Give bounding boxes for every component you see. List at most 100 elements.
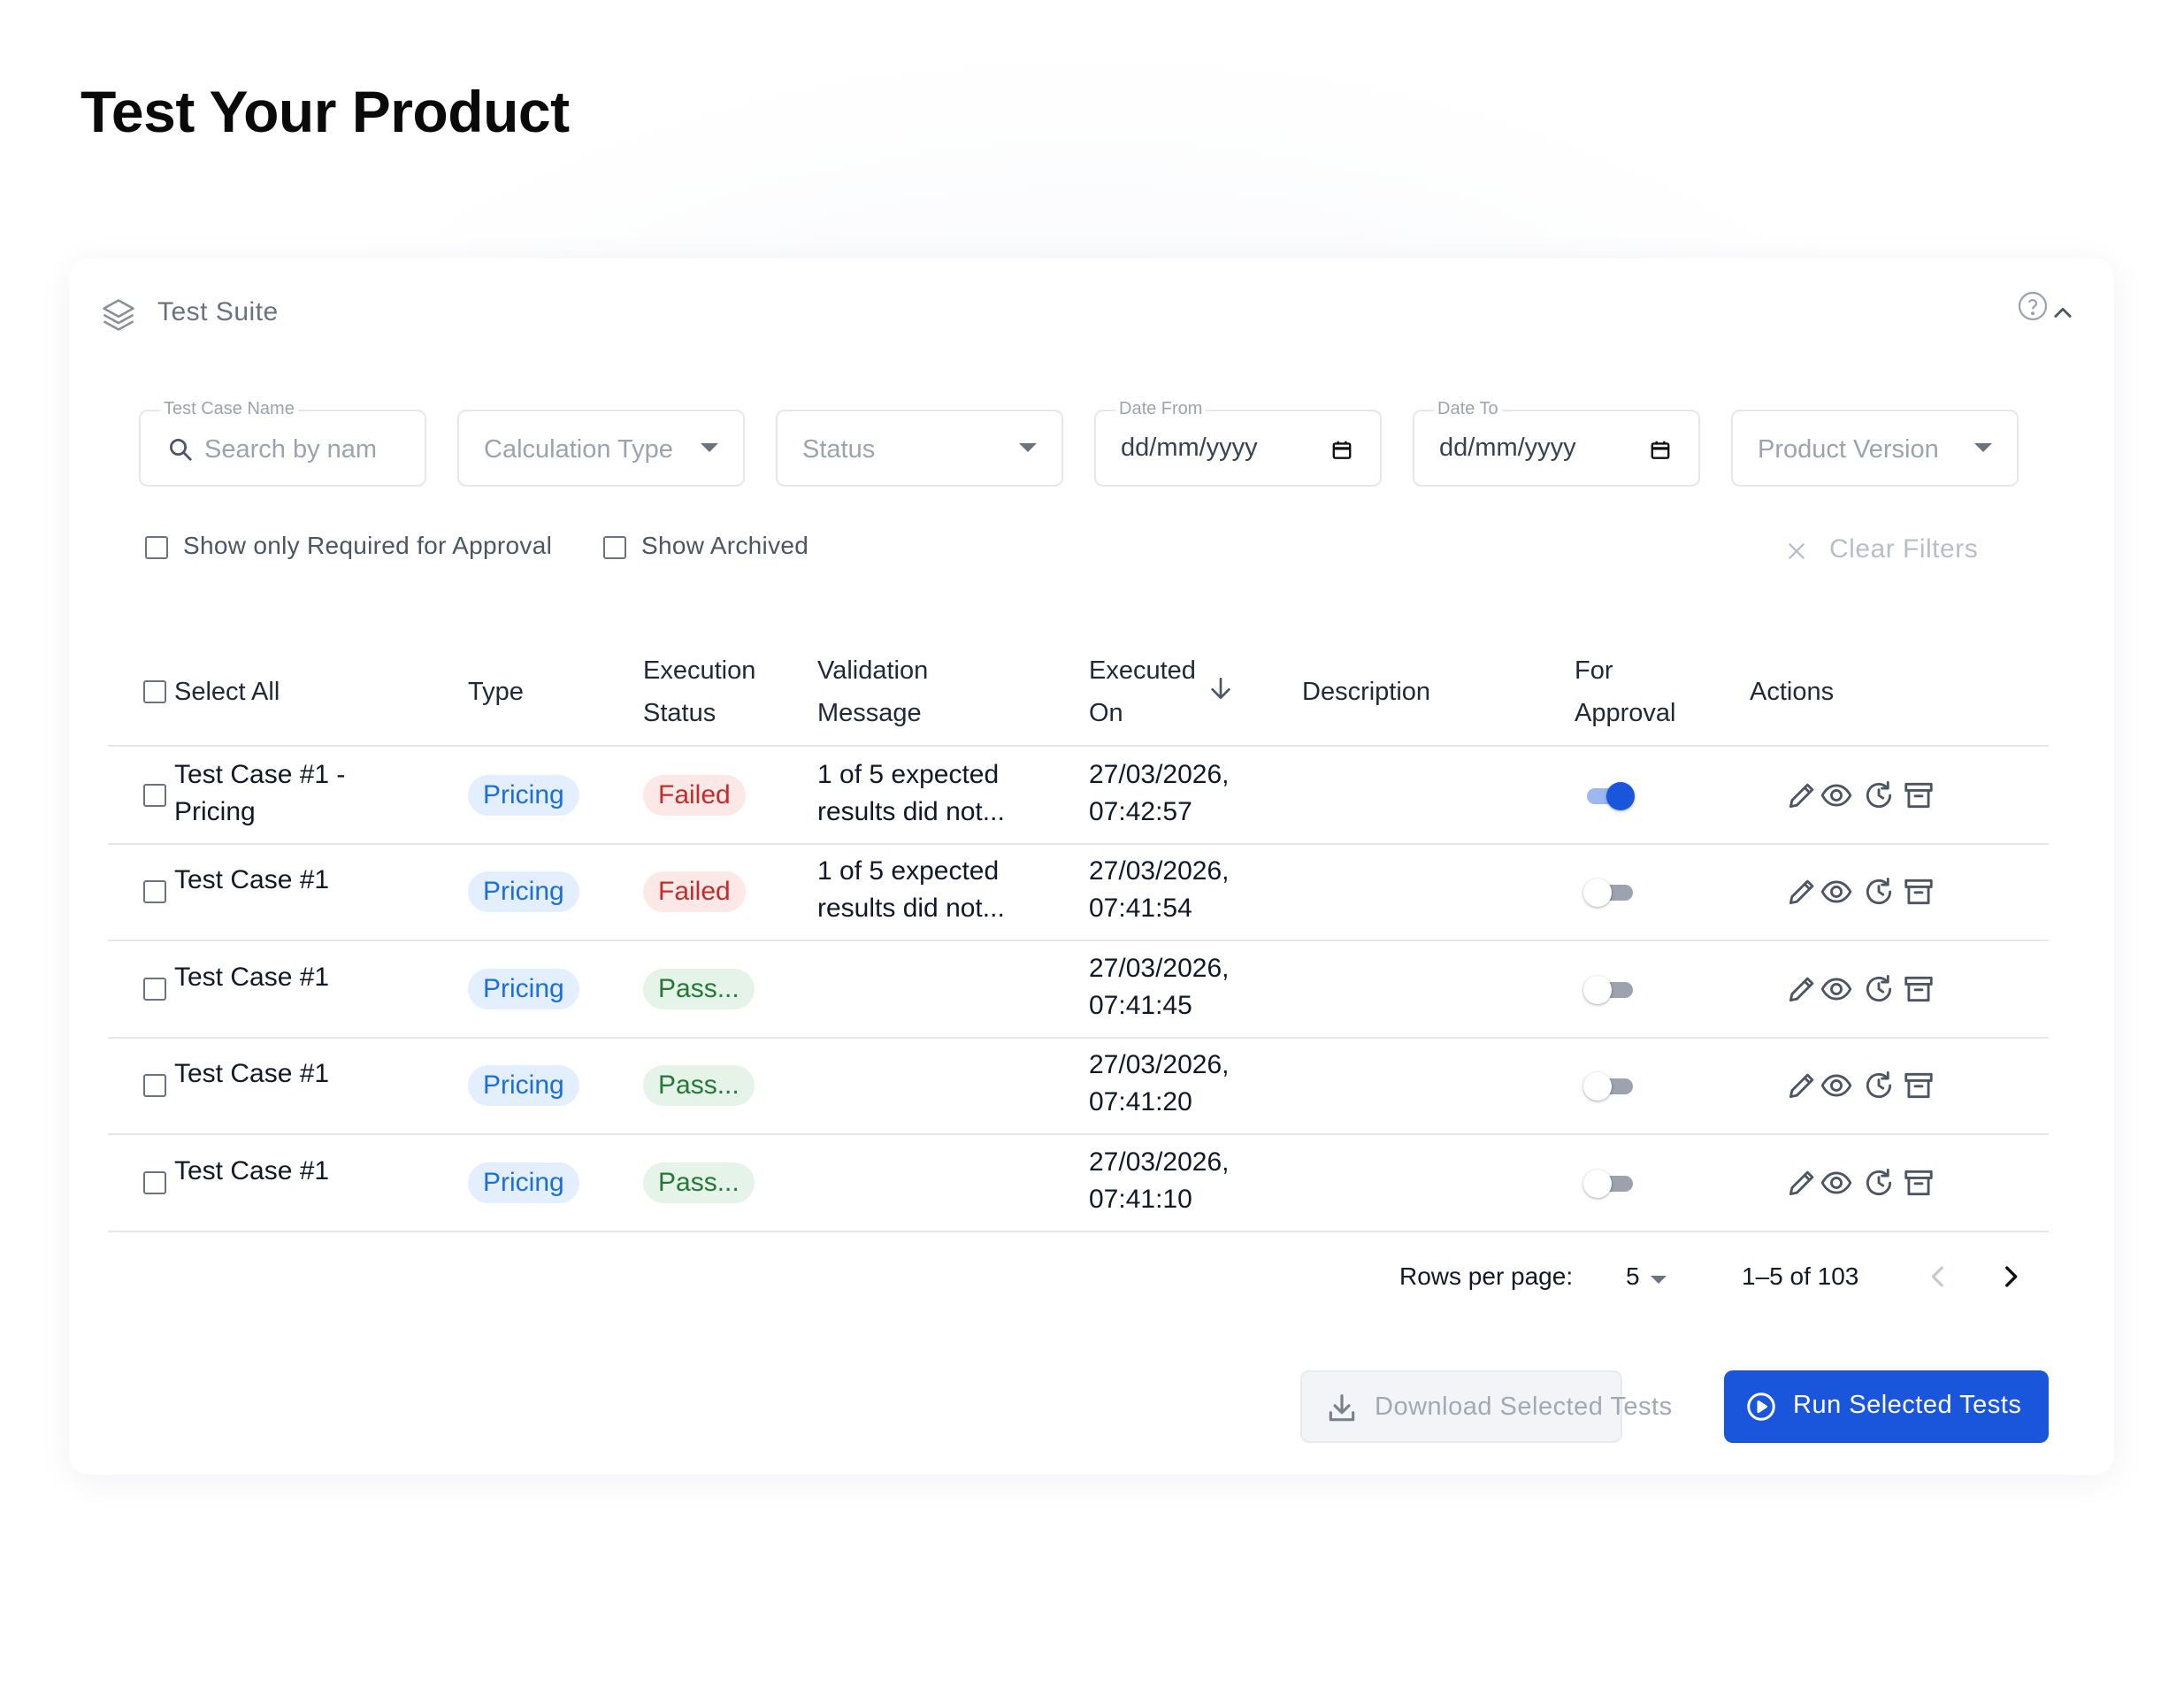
toggle-thumb [1583,1169,1612,1198]
calculation-type-select[interactable]: Calculation Type [457,410,745,487]
eye-icon[interactable] [1820,1069,1853,1102]
row-checkbox[interactable] [143,1074,166,1098]
clear-filters-label: Clear Filters [1829,534,1979,564]
column-header-executed-on[interactable]: Executed On [1089,649,1196,734]
date-to-field[interactable]: Date To dd/mm/yyyy [1413,399,1700,487]
select-all-label[interactable]: Select All [174,678,280,706]
executed-time: 07:41:54 [1089,894,1192,924]
column-header-validation-message[interactable]: Validation Message [817,649,928,734]
header-line: For [1575,656,1613,685]
history-icon[interactable] [1862,875,1896,909]
sort-descending-icon[interactable] [1207,674,1235,702]
required-for-approval-checkbox[interactable] [145,536,168,559]
eye-icon[interactable] [1820,972,1853,1006]
test-case-name-label: Test Case Name [160,399,298,419]
for-approval-toggle[interactable] [1583,876,1635,908]
executed-date: 27/03/2026, [1089,953,1230,983]
date-from-field[interactable]: Date From dd/mm/yyyy [1094,399,1382,487]
row-checkbox[interactable] [143,783,166,807]
column-header-execution-status[interactable]: Execution Status [643,649,755,734]
pencil-icon[interactable] [1785,875,1819,909]
archive-icon[interactable] [1902,1069,1935,1102]
archive-icon[interactable] [1902,972,1935,1006]
test-case-name[interactable]: Test Case #1 [174,865,330,895]
header-line: Approval [1575,699,1676,727]
history-icon[interactable] [1862,1069,1896,1102]
play-circle-icon [1747,1393,1775,1421]
chevron-left-icon[interactable] [1923,1262,1953,1292]
for-approval-toggle[interactable] [1583,1167,1635,1199]
row-divider [108,1230,2049,1232]
archive-icon[interactable] [1902,1166,1935,1200]
status-select[interactable]: Status [776,410,1063,487]
pencil-icon[interactable] [1785,1166,1819,1200]
pencil-icon[interactable] [1785,972,1819,1006]
eye-icon[interactable] [1820,779,1853,812]
test-case-name[interactable]: Test Case #1 [174,1059,330,1089]
test-case-name[interactable]: Test Case #1 [174,962,330,992]
history-icon[interactable] [1862,779,1896,812]
type-badge: Pricing [468,774,579,816]
status-badge: Failed [643,774,746,816]
chevron-up-icon[interactable] [2050,301,2075,326]
column-header-actions: Actions [1750,678,1835,706]
show-archived-label[interactable]: Show Archived [641,532,809,559]
type-badge: Pricing [468,968,579,1009]
row-checkbox[interactable] [143,977,166,1001]
date-from-value[interactable]: dd/mm/yyyy [1121,434,1258,462]
row-checkbox[interactable] [143,1170,166,1194]
column-header-for-approval[interactable]: For Approval [1575,649,1675,734]
history-icon[interactable] [1862,972,1896,1006]
rows-per-page-select[interactable]: 5 [1626,1258,1679,1297]
help-icon[interactable] [2017,290,2049,322]
card-header[interactable]: Test Suite [85,278,2114,340]
for-approval-toggle[interactable] [1583,1070,1635,1101]
message-line: results did not... [817,796,1005,826]
for-approval-toggle[interactable] [1583,973,1635,1005]
executed-on: 27/03/2026, 07:41:54 [1089,853,1229,927]
type-badge: Pricing [468,1065,579,1107]
calendar-icon[interactable] [1330,438,1353,463]
date-to-label: Date To [1434,399,1502,419]
validation-message: 1 of 5 expected results did not... [817,756,1005,831]
search-input[interactable]: Search by nam [204,435,378,464]
archive-icon[interactable] [1902,875,1935,909]
download-selected-tests-button[interactable]: Download Selected Tests [1300,1370,1672,1443]
row-divider [108,842,2049,845]
row-checkbox[interactable] [143,880,166,904]
required-for-approval-label[interactable]: Show only Required for Approval [183,532,553,559]
download-icon [1329,1394,1355,1422]
show-archived-checkbox[interactable] [603,536,626,559]
executed-date: 27/03/2026, [1089,759,1230,789]
status-placeholder: Status [802,435,876,464]
eye-icon[interactable] [1820,875,1853,909]
name-line: Pricing [174,796,256,826]
toggle-thumb [1583,1072,1612,1101]
chevron-right-icon[interactable] [1996,1262,2026,1292]
test-case-name[interactable]: Test Case #1 - Pricing [174,756,345,831]
toggle-thumb [1606,781,1635,810]
pencil-icon[interactable] [1785,779,1819,812]
test-case-name[interactable]: Test Case #1 [174,1155,330,1185]
executed-time: 07:41:45 [1089,990,1192,1020]
history-icon[interactable] [1862,1166,1896,1200]
select-all-checkbox[interactable] [143,680,166,703]
calendar-icon[interactable] [1649,438,1672,463]
product-version-placeholder: Product Version [1758,435,1939,464]
column-header-type[interactable]: Type [468,678,524,706]
header-line: Execution [643,656,756,685]
date-to-value[interactable]: dd/mm/yyyy [1439,434,1576,462]
pencil-icon[interactable] [1785,1069,1819,1102]
for-approval-toggle[interactable] [1583,779,1635,811]
executed-date: 27/03/2026, [1089,1147,1230,1177]
executed-time: 07:41:10 [1089,1184,1192,1214]
column-header-description[interactable]: Description [1302,678,1431,706]
product-version-select[interactable]: Product Version [1731,410,2019,487]
clear-filters-button[interactable]: Clear Filters [1785,533,2012,568]
test-case-name-field[interactable]: Test Case Name Search by nam [139,399,426,487]
executed-time: 07:41:20 [1089,1087,1192,1117]
archive-icon[interactable] [1902,779,1935,812]
eye-icon[interactable] [1820,1166,1853,1200]
run-selected-tests-button[interactable]: Run Selected Tests [1724,1370,2049,1443]
download-button-label: Download Selected Tests [1375,1393,1673,1421]
